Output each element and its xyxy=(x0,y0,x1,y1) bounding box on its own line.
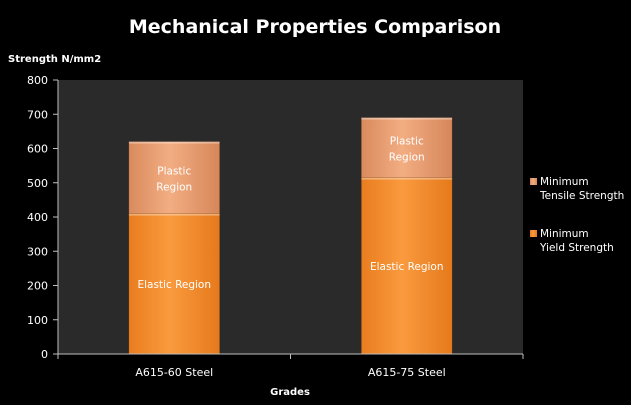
y-tick-label: 600 xyxy=(27,143,48,156)
bar-segment-tensile xyxy=(128,141,220,214)
y-tick-label: 300 xyxy=(27,245,48,258)
y-tick-label: 200 xyxy=(27,280,48,293)
y-tick-label: 700 xyxy=(27,108,48,121)
y-axis-title: Strength N/mm2 xyxy=(8,54,101,65)
legend-entry: Minimum Tensile Strength xyxy=(539,176,624,202)
legend-entry: Minimum Yield Strength xyxy=(539,228,614,254)
legend-swatch xyxy=(530,230,537,237)
bar-segment-tensile xyxy=(361,117,453,178)
y-tick-label: 500 xyxy=(27,177,48,190)
y-ticks-layer: 0 100 200 300 400 500 600 700 800 xyxy=(27,74,58,361)
x-ticks-layer: A615-60 Steel A615-75 Steel xyxy=(57,354,524,379)
x-tick-label: A615-75 Steel xyxy=(368,366,446,379)
y-tick-label: 400 xyxy=(27,211,48,224)
segment-label-plastic: Plastic Region xyxy=(156,166,192,194)
legend-swatch xyxy=(530,178,537,185)
segment-label-elastic: Elastic Region xyxy=(137,279,211,291)
segment-label-elastic: Elastic Region xyxy=(370,261,444,273)
chart-title: Mechanical Properties Comparison xyxy=(129,16,501,38)
y-tick-label: 100 xyxy=(27,314,48,327)
y-tick-label: 800 xyxy=(27,74,48,87)
segment-labels-layer: Elastic Region Plastic Region Elastic Regio… xyxy=(137,136,443,291)
bars-layer xyxy=(128,117,453,355)
x-tick-label: A615-60 Steel xyxy=(135,366,213,379)
legend: Minimum Tensile Strength Minimum Yield Stre… xyxy=(530,176,624,254)
y-tick-label: 0 xyxy=(41,348,48,361)
plot-area xyxy=(58,80,523,354)
bar-segment-yield xyxy=(128,213,220,355)
x-axis-title: Grades xyxy=(270,387,310,398)
segment-label-plastic: Plastic Region xyxy=(389,136,425,164)
bar-segment-yield xyxy=(361,177,453,355)
